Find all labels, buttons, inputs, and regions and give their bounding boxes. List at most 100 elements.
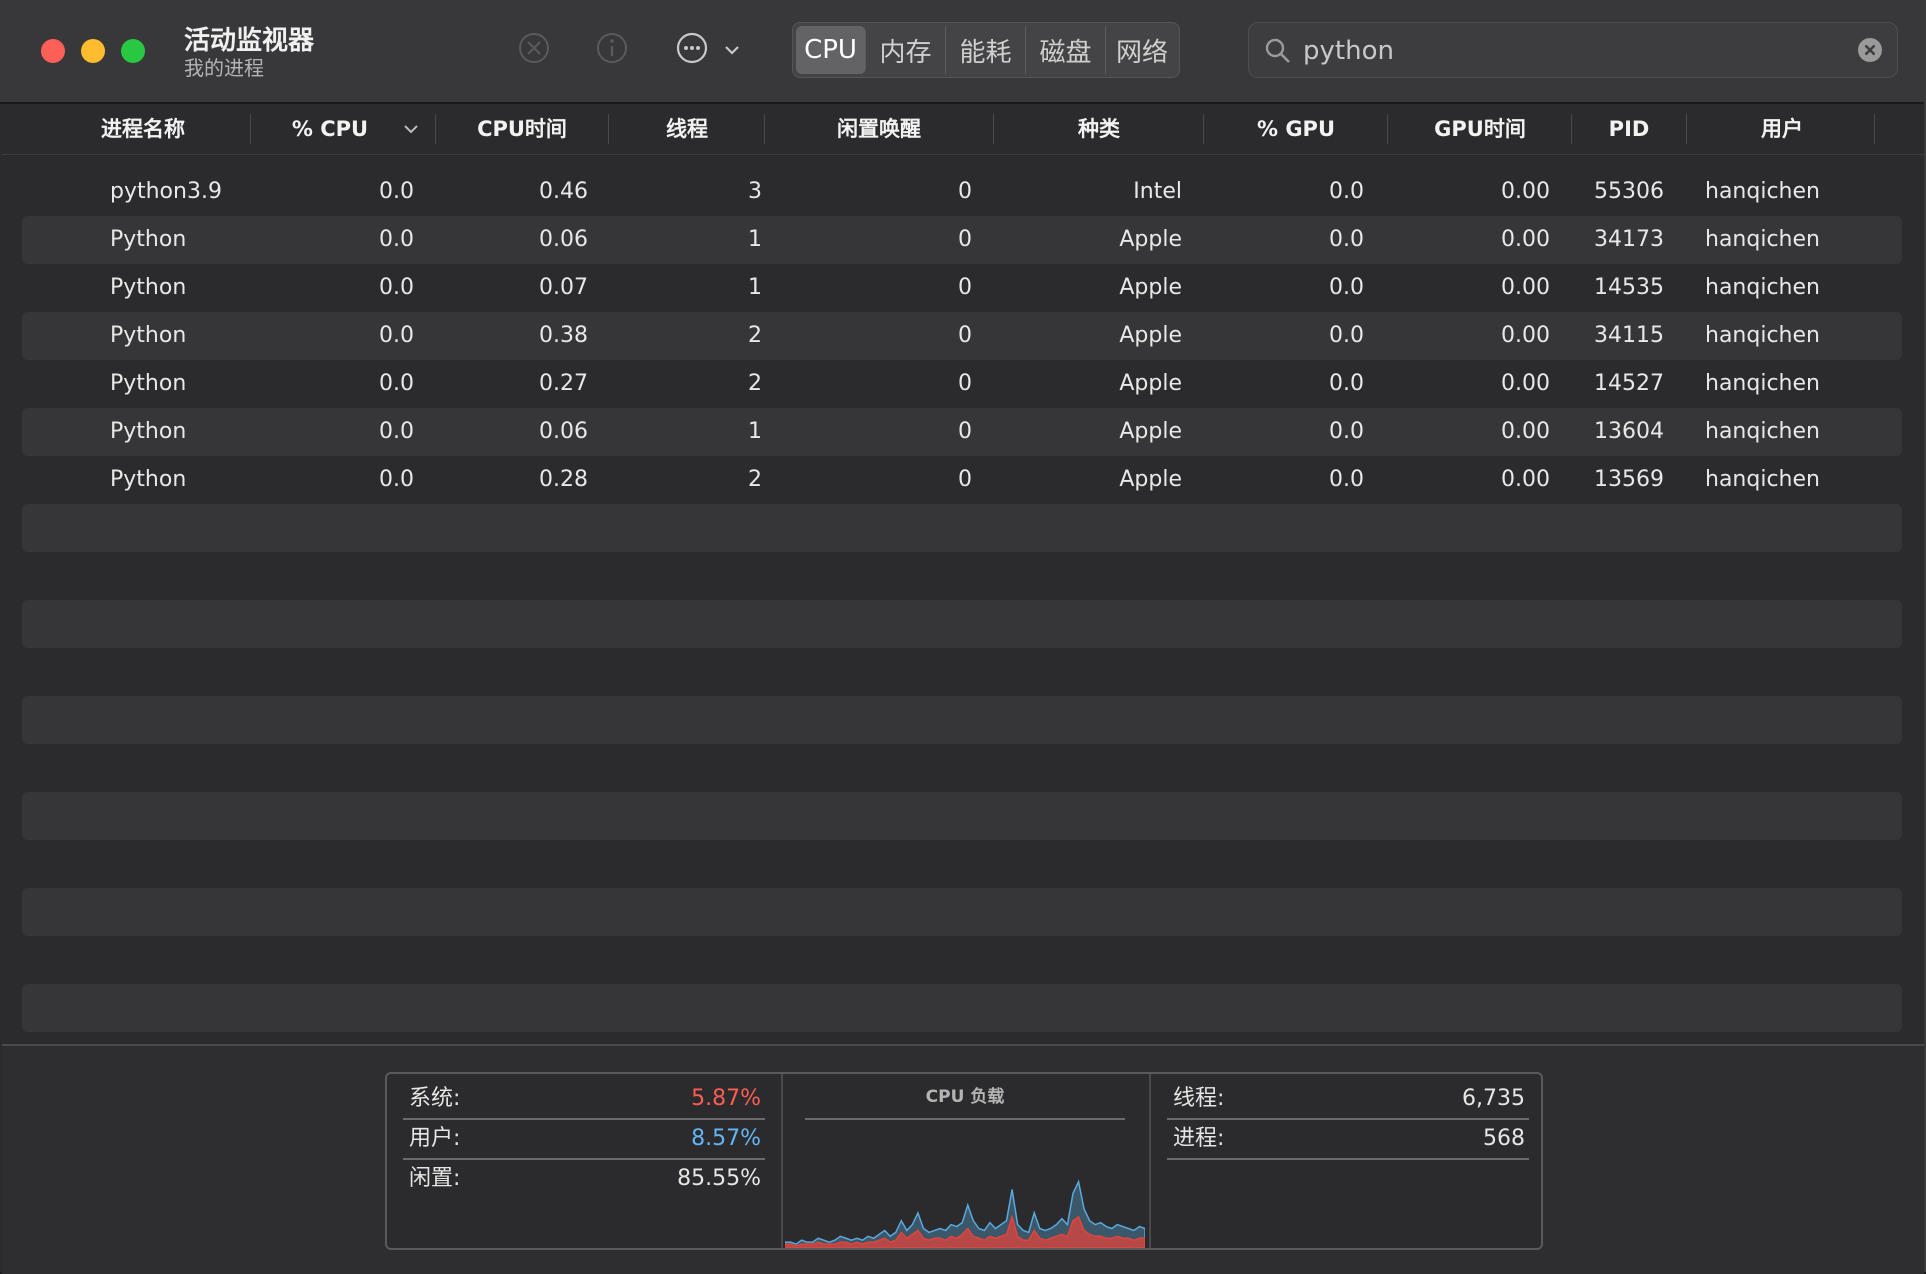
more-icon[interactable] [674,30,710,66]
cell-threads: 1 [748,419,762,444]
table-row[interactable]: Python 0.0 0.38 2 0 Apple 0.0 0.00 34115 hanqiche… [22,312,1902,360]
cell-gpu-time: 0.00 [1501,467,1550,492]
cell-cpu-time: 0.46 [539,179,588,204]
column-divider[interactable] [1203,114,1204,144]
processes-label: 进程: [1173,1126,1225,1151]
column-header-idle-wakeups[interactable]: 闲置唤醒 [837,117,921,141]
column-header-threads[interactable]: 线程 [666,117,708,141]
cell-cpu: 0.0 [379,275,414,300]
cell-kind: Apple [1119,275,1182,300]
cell-name: Python [110,275,187,300]
tab-energy[interactable]: 能耗 [946,26,1026,74]
table-row[interactable]: Python 0.0 0.28 2 0 Apple 0.0 0.00 13569 hanqiche… [22,456,1902,504]
info-icon[interactable] [594,30,630,66]
column-header-pid[interactable]: PID [1608,117,1650,141]
empty-row [22,504,1902,552]
cpu-load-system-series [785,1214,1145,1248]
tab-cpu[interactable]: CPU [796,26,866,74]
user-value: 8.57% [691,1126,761,1151]
table-row[interactable]: Python 0.0 0.07 1 0 Apple 0.0 0.00 14535 hanqiche… [22,264,1902,312]
cell-pid: 13604 [1594,419,1664,444]
search-input[interactable] [1301,29,1845,73]
column-header-kind[interactable]: 种类 [1078,117,1120,141]
cell-kind: Apple [1119,419,1182,444]
processes-value: 568 [1483,1126,1525,1151]
cell-cpu-time: 0.06 [539,227,588,252]
cell-gpu: 0.0 [1329,419,1364,444]
zoom-window-button[interactable] [121,39,145,63]
column-header-cpu[interactable]: % CPU [291,117,369,141]
tab-disk[interactable]: 磁盘 [1026,26,1106,74]
sort-descending-icon[interactable] [402,120,420,138]
tab-network[interactable]: 网络 [1116,37,1169,68]
cell-idle: 0 [958,419,972,444]
threads-row: 线程: 6,735 [1167,1080,1529,1120]
cell-gpu: 0.0 [1329,179,1364,204]
cell-threads: 2 [748,323,762,348]
column-header-cpu-time[interactable]: CPU时间 [477,117,567,141]
tab-memory[interactable]: 内存 [866,26,946,74]
clear-search-icon[interactable] [1857,37,1883,63]
cell-cpu: 0.0 [379,323,414,348]
cell-gpu-time: 0.00 [1501,419,1550,444]
column-divider[interactable] [608,114,609,144]
cell-name: Python [110,419,187,444]
cell-cpu: 0.0 [379,371,414,396]
column-divider[interactable] [1387,114,1388,144]
cpu-usage-breakdown: 系统: 5.87% 用户: 8.57% 闲置: 85.55% [387,1074,783,1248]
cell-gpu: 0.0 [1329,467,1364,492]
column-divider[interactable] [764,114,765,144]
process-table: python3.9 0.0 0.46 3 0 Intel 0.0 0.00 55306 hanqi… [22,168,1902,1032]
empty-row [22,984,1902,1032]
search-field[interactable] [1248,22,1898,78]
cell-user: hanqichen [1705,467,1820,492]
cpu-load-graph [785,1179,1145,1248]
user-label: 用户: [409,1126,461,1151]
table-row[interactable]: python3.9 0.0 0.46 3 0 Intel 0.0 0.00 55306 hanqi… [22,168,1902,216]
cpu-stats-box: 系统: 5.87% 用户: 8.57% 闲置: 85.55% CPU 负载 [385,1072,1543,1250]
cell-gpu-time: 0.00 [1501,275,1550,300]
column-divider[interactable] [993,114,994,144]
cell-user: hanqichen [1705,371,1820,396]
column-header-name[interactable]: 进程名称 [101,117,185,141]
toolbar: 活动监视器 我的进程 CPU 内存 能耗 磁盘 网络 [0,0,1924,104]
cell-cpu: 0.0 [379,419,414,444]
table-row[interactable]: Python 0.0 0.06 1 0 Apple 0.0 0.00 34173 hanqiche… [22,216,1902,264]
cell-gpu: 0.0 [1329,323,1364,348]
column-header-user[interactable]: 用户 [1761,117,1803,141]
system-value: 5.87% [691,1086,761,1111]
column-header-gpu-time[interactable]: GPU时间 [1434,117,1526,141]
column-divider[interactable] [250,114,251,144]
cell-pid: 55306 [1594,179,1664,204]
cell-gpu: 0.0 [1329,227,1364,252]
chevron-down-icon[interactable] [722,40,742,60]
cell-gpu-time: 0.00 [1501,323,1550,348]
threads-label: 线程: [1173,1086,1225,1111]
column-divider[interactable] [1686,114,1687,144]
table-row[interactable]: Python 0.0 0.06 1 0 Apple 0.0 0.00 13604 hanqiche… [22,408,1902,456]
column-header-gpu[interactable]: % GPU [1256,117,1336,141]
stop-process-icon[interactable] [516,30,552,66]
empty-row [22,648,1902,696]
cpu-load-divider [805,1118,1125,1120]
column-divider[interactable] [1874,114,1875,144]
idle-value: 85.55% [677,1166,761,1191]
cpu-summary-panel: 系统: 5.87% 用户: 8.57% 闲置: 85.55% CPU 负载 [2,1044,1924,1274]
table-row[interactable]: Python 0.0 0.27 2 0 Apple 0.0 0.00 14527 hanqiche… [22,360,1902,408]
minimize-window-button[interactable] [81,39,105,63]
cell-cpu: 0.0 [379,179,414,204]
cell-user: hanqichen [1705,419,1820,444]
cell-name: Python [110,227,187,252]
cell-pid: 34115 [1594,323,1664,348]
system-row: 系统: 5.87% [403,1080,765,1120]
cell-cpu-time: 0.07 [539,275,588,300]
cell-kind: Apple [1119,467,1182,492]
close-window-button[interactable] [41,39,65,63]
cell-threads: 3 [748,179,762,204]
empty-row [22,840,1902,888]
column-divider[interactable] [1571,114,1572,144]
cell-idle: 0 [958,323,972,348]
cell-threads: 2 [748,467,762,492]
column-divider[interactable] [435,114,436,144]
cell-cpu-time: 0.27 [539,371,588,396]
